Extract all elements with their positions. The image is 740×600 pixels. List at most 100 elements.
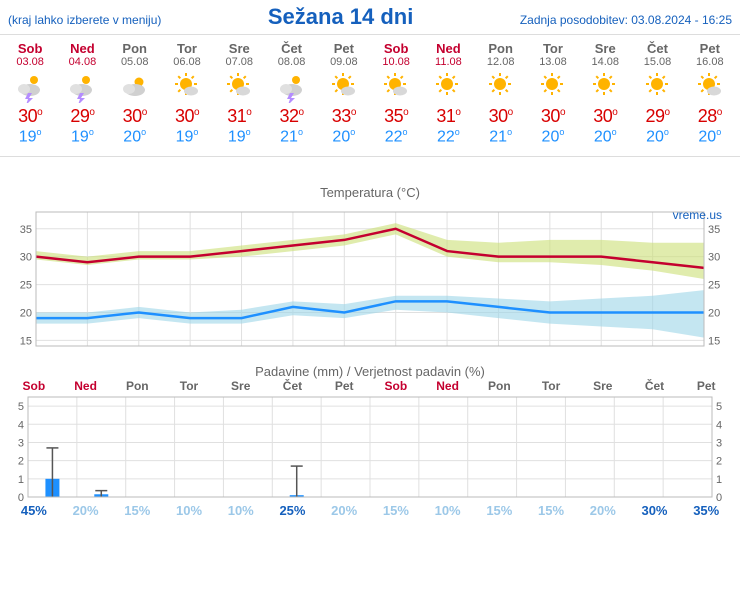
temp-low: 20o bbox=[109, 127, 161, 146]
day-date: 13.08 bbox=[527, 56, 579, 68]
day-date: 05.08 bbox=[109, 56, 161, 68]
day-date: 04.08 bbox=[56, 56, 108, 68]
day-of-week: Tor bbox=[527, 41, 579, 56]
day-date: 11.08 bbox=[422, 56, 474, 68]
forecast-day[interactable]: Ned11.08 31o22o bbox=[422, 41, 474, 146]
weather-icon bbox=[527, 72, 579, 102]
temp-chart-title: Temperatura (°C) bbox=[0, 185, 740, 200]
forecast-day[interactable]: Pon12.0830o21o bbox=[475, 41, 527, 146]
day-date: 09.08 bbox=[318, 56, 370, 68]
temp-high: 28o bbox=[684, 106, 736, 127]
svg-text:15: 15 bbox=[20, 336, 32, 348]
svg-text:20: 20 bbox=[20, 308, 32, 320]
temp-high: 30o bbox=[161, 106, 213, 127]
svg-text:3: 3 bbox=[716, 438, 722, 450]
forecast-day[interactable]: Pet09.0833o20o bbox=[318, 41, 370, 146]
forecast-day[interactable]: Pet16.0828o20o bbox=[684, 41, 736, 146]
precip-day-label: Sob bbox=[370, 379, 422, 393]
weather-icon bbox=[370, 72, 422, 102]
precip-percent: 45% bbox=[8, 503, 60, 518]
day-of-week: Pon bbox=[475, 41, 527, 56]
temp-low: 20o bbox=[684, 127, 736, 146]
precip-day-label: Pon bbox=[473, 379, 525, 393]
forecast-day[interactable]: Sre14.0830o20o bbox=[579, 41, 631, 146]
weather-icon bbox=[4, 72, 56, 102]
forecast-day[interactable]: Sob10.0835o22o bbox=[370, 41, 422, 146]
menu-hint: (kraj lahko izberete v meniju) bbox=[8, 13, 161, 27]
precip-percent: 20% bbox=[318, 503, 370, 518]
svg-text:1: 1 bbox=[716, 474, 722, 486]
day-of-week: Sob bbox=[4, 41, 56, 56]
svg-text:25: 25 bbox=[708, 280, 720, 292]
day-of-week: Tor bbox=[161, 41, 213, 56]
temp-low: 19o bbox=[4, 127, 56, 146]
precip-percent: 15% bbox=[111, 503, 163, 518]
forecast-day[interactable]: Tor13.0830o20o bbox=[527, 41, 579, 146]
day-of-week: Sre bbox=[579, 41, 631, 56]
weather-icon bbox=[579, 72, 631, 102]
svg-text:20: 20 bbox=[708, 308, 720, 320]
precip-percent: 10% bbox=[422, 503, 474, 518]
temp-low: 20o bbox=[579, 127, 631, 146]
temp-low: 20o bbox=[631, 127, 683, 146]
precip-percent: 15% bbox=[370, 503, 422, 518]
svg-text:2: 2 bbox=[716, 456, 722, 468]
forecast-day[interactable]: Pon05.0830o20o bbox=[109, 41, 161, 146]
temp-low: 19o bbox=[56, 127, 108, 146]
temp-high: 30o bbox=[4, 106, 56, 127]
svg-text:35: 35 bbox=[708, 224, 720, 236]
weather-icon bbox=[475, 72, 527, 102]
svg-text:4: 4 bbox=[716, 420, 722, 432]
precip-day-label: Pon bbox=[111, 379, 163, 393]
forecast-day[interactable]: Sre07.0831o19o bbox=[213, 41, 265, 146]
precip-percent: 10% bbox=[163, 503, 215, 518]
day-of-week: Čet bbox=[631, 41, 683, 56]
svg-text:5: 5 bbox=[18, 401, 24, 413]
day-date: 07.08 bbox=[213, 56, 265, 68]
precip-percent: 25% bbox=[267, 503, 319, 518]
temp-high: 30o bbox=[475, 106, 527, 127]
day-date: 10.08 bbox=[370, 56, 422, 68]
temp-high: 31o bbox=[422, 106, 474, 127]
forecast-day[interactable]: Čet15.0829o20o bbox=[631, 41, 683, 146]
precip-percent-row: 45%20%15%10%10%25%20%15%10%15%15%20%30%3… bbox=[0, 503, 740, 518]
day-of-week: Ned bbox=[422, 41, 474, 56]
temp-low: 21o bbox=[475, 127, 527, 146]
precip-day-label: Čet bbox=[267, 379, 319, 393]
temp-low: 20o bbox=[318, 127, 370, 146]
precip-day-label: Sre bbox=[215, 379, 267, 393]
precip-percent: 30% bbox=[629, 503, 681, 518]
temp-high: 30o bbox=[527, 106, 579, 127]
temp-low: 22o bbox=[370, 127, 422, 146]
svg-text:1: 1 bbox=[18, 474, 24, 486]
temp-low: 22o bbox=[422, 127, 474, 146]
temp-high: 29o bbox=[631, 106, 683, 127]
svg-text:4: 4 bbox=[18, 420, 24, 432]
precip-day-label: Sob bbox=[8, 379, 60, 393]
last-updated: Zadnja posodobitev: 03.08.2024 - 16:25 bbox=[520, 13, 732, 27]
day-date: 06.08 bbox=[161, 56, 213, 68]
precip-day-label: Sre bbox=[577, 379, 629, 393]
weather-icon bbox=[109, 72, 161, 102]
svg-text:25: 25 bbox=[20, 280, 32, 292]
day-of-week: Pet bbox=[684, 41, 736, 56]
forecast-day[interactable]: Tor06.0830o19o bbox=[161, 41, 213, 146]
temp-low: 21o bbox=[265, 127, 317, 146]
weather-icon bbox=[318, 72, 370, 102]
svg-text:15: 15 bbox=[708, 336, 720, 348]
svg-text:5: 5 bbox=[716, 401, 722, 413]
temp-high: 30o bbox=[109, 106, 161, 127]
watermark: vreme.us bbox=[673, 208, 722, 222]
forecast-day[interactable]: Sob03.0830o19o bbox=[4, 41, 56, 146]
forecast-day[interactable]: Ned04.0829o19o bbox=[56, 41, 108, 146]
forecast-day[interactable]: Čet08.0832o21o bbox=[265, 41, 317, 146]
weather-icon bbox=[684, 72, 736, 102]
precip-percent: 10% bbox=[215, 503, 267, 518]
precipitation-chart: 001122334455 bbox=[0, 393, 740, 503]
precip-day-label: Tor bbox=[525, 379, 577, 393]
svg-text:0: 0 bbox=[18, 492, 24, 503]
temp-high: 31o bbox=[213, 106, 265, 127]
temp-high: 35o bbox=[370, 106, 422, 127]
precip-day-label: Pet bbox=[680, 379, 732, 393]
precip-day-label: Čet bbox=[629, 379, 681, 393]
